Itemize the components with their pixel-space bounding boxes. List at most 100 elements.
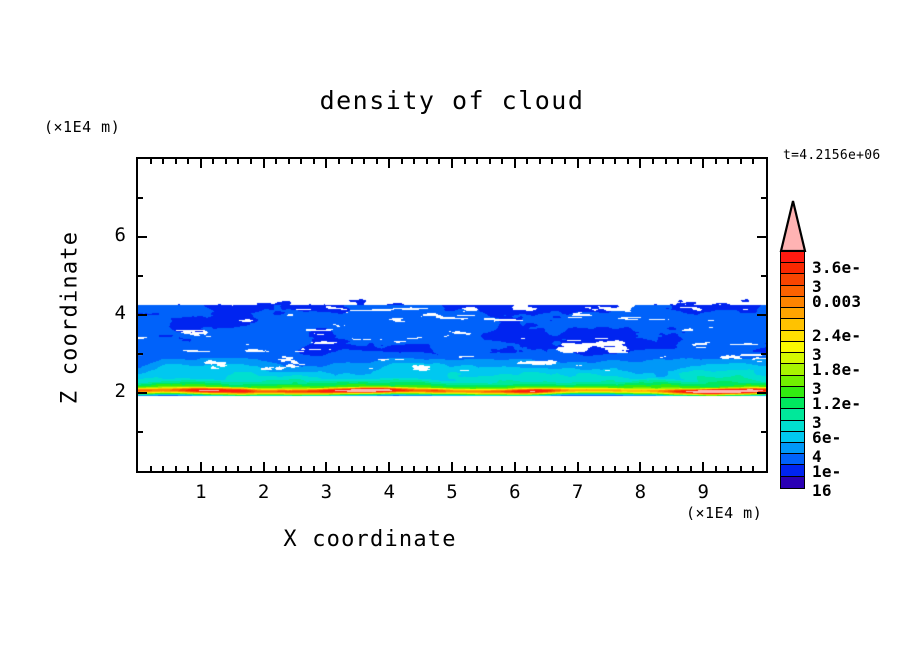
- x-axis-tick: [702, 462, 705, 471]
- x-axis-tick: [337, 159, 340, 164]
- colorbar-band: [781, 431, 804, 443]
- x-axis-tick: [451, 159, 453, 168]
- colorbar-tick-label: 1.2e-3: [812, 394, 862, 432]
- x-axis-tick: [250, 159, 253, 164]
- x-axis-tick: [739, 466, 742, 471]
- x-axis-tick: [463, 159, 466, 164]
- x-axis-tick: [425, 159, 428, 164]
- x-axis-tick: [451, 462, 453, 471]
- x-axis-tick: [350, 466, 353, 471]
- colorbar-band: [781, 409, 804, 421]
- x-axis-tick: [513, 462, 516, 471]
- x-axis-tick: [526, 466, 529, 471]
- colorbar-band: [781, 420, 804, 432]
- x-axis-tick: [375, 159, 378, 164]
- colorbar-band: [781, 308, 804, 320]
- y-axis-tick: [138, 275, 143, 277]
- x-axis-tick: [601, 466, 604, 471]
- y-axis-tick: [138, 353, 143, 355]
- x-axis-tick: [199, 462, 202, 471]
- colorbar-tick-label: 3.6e-3: [812, 258, 862, 296]
- x-axis-tick: [413, 159, 416, 164]
- x-axis-tick: [174, 159, 177, 164]
- colorbar-band: [781, 274, 804, 286]
- x-axis-tick: [212, 159, 215, 164]
- colorbar-band: [781, 319, 804, 331]
- plot-area: [136, 157, 768, 473]
- y-axis-tick: [138, 197, 143, 199]
- x-axis-tick: [626, 466, 629, 471]
- x-axis-tick: [727, 466, 730, 471]
- x-axis-tick: [639, 462, 642, 471]
- x-axis-tick: [237, 466, 240, 471]
- x-axis-unit-label: (×1E4 m): [686, 504, 763, 522]
- x-axis-tick: [388, 462, 391, 471]
- x-tick-label: 8: [634, 481, 647, 503]
- y-axis-tick: [138, 431, 143, 433]
- x-axis-tick: [488, 466, 491, 471]
- x-axis-tick: [576, 159, 579, 168]
- x-axis-tick: [149, 159, 152, 164]
- x-axis-tick: [237, 159, 240, 164]
- x-axis-tick: [501, 159, 504, 164]
- y-axis-tick: [138, 236, 147, 238]
- x-axis-tick: [162, 159, 165, 164]
- x-axis-tick: [425, 466, 428, 471]
- heatmap-canvas: [138, 159, 766, 471]
- x-axis-tick: [400, 466, 403, 471]
- y-axis-tick: [761, 353, 766, 355]
- x-axis-tick: [463, 466, 466, 471]
- colorbar-tick-label: 0.003: [812, 292, 862, 311]
- y-axis-unit-label: (×1E4 m): [44, 118, 121, 136]
- colorbar-band: [781, 465, 804, 477]
- x-axis-tick: [664, 466, 667, 471]
- x-axis-tick: [689, 466, 692, 471]
- y-axis-tick: [761, 197, 766, 199]
- x-axis-tick: [275, 466, 278, 471]
- x-axis-tick: [350, 159, 353, 164]
- colorbar-band: [781, 386, 804, 399]
- y-axis-tick: [761, 275, 766, 277]
- x-tick-label: 4: [383, 481, 395, 503]
- y-axis-tick: [757, 392, 766, 394]
- x-axis-tick: [325, 159, 328, 168]
- x-axis-tick: [727, 159, 730, 164]
- x-axis-tick: [162, 466, 165, 471]
- x-tick-label: 6: [509, 481, 521, 503]
- colorbar-band: [781, 442, 804, 455]
- x-axis-tick: [576, 462, 579, 471]
- x-axis-tick: [262, 159, 265, 168]
- x-tick-label: 1: [195, 481, 207, 503]
- page-title: density of cloud: [319, 86, 585, 115]
- colorbar-bands: [780, 251, 805, 489]
- x-axis-tick: [589, 466, 592, 471]
- x-axis-tick: [224, 159, 227, 164]
- x-axis-tick: [564, 159, 567, 164]
- colorbar-band: [781, 252, 804, 264]
- x-axis-tick: [677, 159, 680, 164]
- x-axis-tick: [513, 159, 516, 168]
- x-tick-label: 2: [257, 481, 270, 503]
- x-axis-tick: [752, 159, 755, 164]
- x-axis-tick: [501, 466, 504, 471]
- colorbar-band: [781, 296, 804, 309]
- y-tick-label: 4: [114, 302, 126, 324]
- y-axis-tick: [138, 314, 147, 316]
- y-axis-tick: [138, 392, 147, 394]
- colorbar-band: [781, 353, 804, 365]
- x-axis-tick: [538, 466, 541, 471]
- x-axis-tick: [337, 466, 340, 471]
- y-axis-title: Z coordinate: [57, 230, 83, 405]
- x-axis-tick: [212, 466, 215, 471]
- x-axis-tick: [639, 159, 642, 168]
- colorbar-tick-label: 6e-4: [812, 428, 842, 466]
- x-axis-tick: [300, 466, 303, 471]
- colorbar-tick-label: 1.8e-3: [812, 360, 862, 398]
- x-axis-tick: [312, 159, 315, 164]
- colorbar-band: [781, 454, 804, 466]
- y-tick-label: 2: [114, 380, 126, 402]
- colorbar-band: [781, 375, 804, 387]
- y-axis-tick: [757, 314, 766, 316]
- x-axis-tick: [363, 466, 366, 471]
- x-axis-tick: [564, 466, 567, 471]
